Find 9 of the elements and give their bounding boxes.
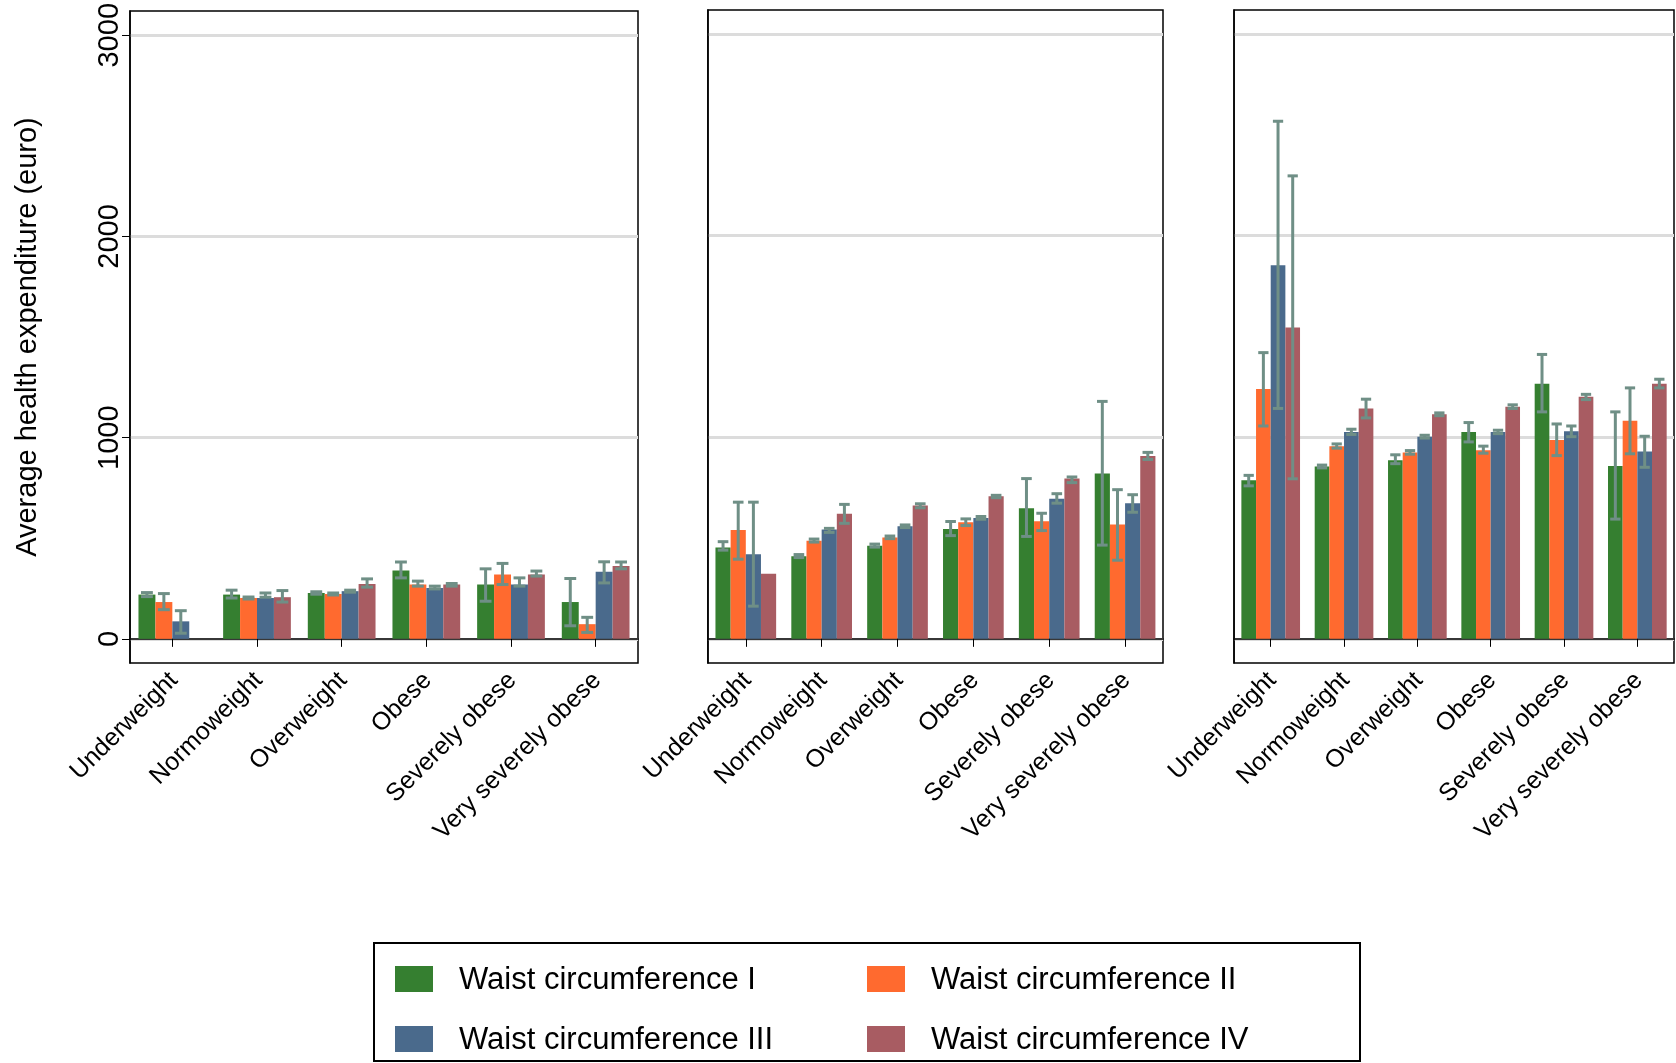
legend-label: Waist circumference III [459, 1021, 774, 1057]
y-tick-label: 1000 [91, 405, 124, 470]
y-tick-label: 2000 [91, 204, 124, 269]
y-tick-label: 0 [91, 630, 124, 647]
legend-label: Waist circumference IV [931, 1021, 1249, 1057]
legend-label: Waist circumference II [931, 961, 1237, 997]
y-tick-label: 3000 [91, 3, 124, 68]
legend-label: Waist circumference I [459, 961, 756, 997]
y-axis-title: Average health expenditure (euro) [9, 117, 42, 557]
